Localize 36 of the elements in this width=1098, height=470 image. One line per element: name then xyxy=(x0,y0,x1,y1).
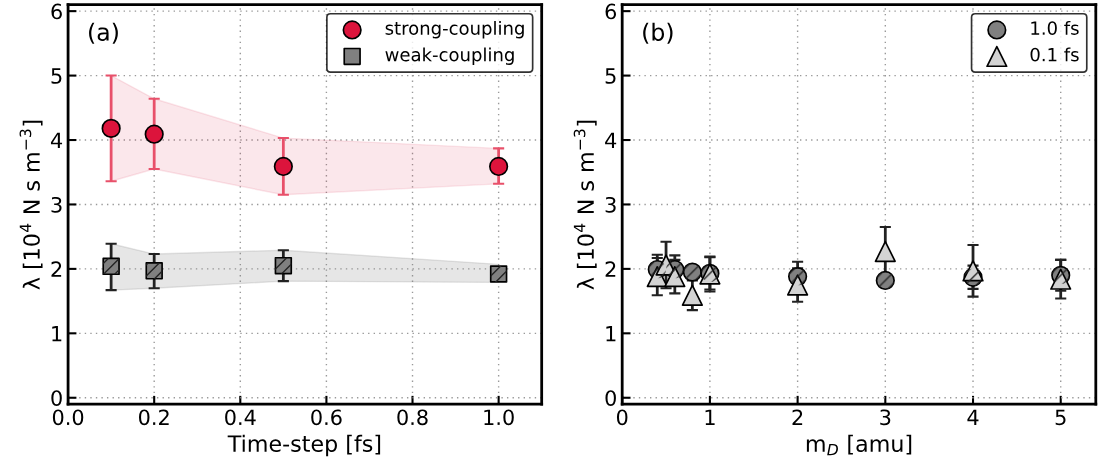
y-tick-label: 4 xyxy=(605,132,617,148)
y-tick-label: 3 xyxy=(605,196,616,213)
x-tick-label: 0.2 xyxy=(138,409,169,426)
legend-label: 0.1 fs xyxy=(1030,47,1079,62)
x-tick-label: 3 xyxy=(880,409,891,426)
x-tick-label: 0.4 xyxy=(225,409,256,426)
x-tick-label: 0.6 xyxy=(311,409,342,426)
x-tick-label: 0.8 xyxy=(397,409,428,426)
y-axis-title: λ [10$^{4}$ N s m$^{−3}$] xyxy=(573,120,597,290)
y-tick-label: 0 xyxy=(51,390,62,406)
y-axis-title: λ [10$^{4}$ N s m$^{−3}$] xyxy=(19,120,43,290)
y-tick-label: 0 xyxy=(605,390,616,406)
x-tick-label: 1.0 xyxy=(484,409,514,426)
legend-label: weak-coupling xyxy=(385,47,514,65)
x-tick-label: 0 xyxy=(616,409,628,426)
x-tick-label: 0.0 xyxy=(52,409,84,426)
y-tick-label: 5 xyxy=(51,68,62,84)
annotation: (b) xyxy=(643,22,673,44)
y-tick-label: 5 xyxy=(605,68,616,84)
x-tick-label: 4 xyxy=(967,409,979,425)
legend-label: 1.0 fs xyxy=(1031,20,1079,35)
y-tick-label: 1 xyxy=(52,326,62,342)
y-tick-label: 6 xyxy=(51,3,62,20)
x-axis-title: m$_{D}$ [amu] xyxy=(806,434,912,456)
x-axis-title: Time-step [fs] xyxy=(227,434,381,457)
annotation: (a) xyxy=(89,22,118,44)
x-tick-label: 2 xyxy=(792,409,803,425)
y-tick-label: 1 xyxy=(606,326,616,342)
y-tick-label: 2 xyxy=(605,261,616,277)
legend-label: strong-coupling xyxy=(385,20,524,39)
x-tick-label: 5 xyxy=(1055,409,1066,426)
x-tick-label: 1 xyxy=(705,409,715,425)
y-tick-label: 3 xyxy=(51,196,62,213)
y-tick-label: 4 xyxy=(50,132,63,148)
y-tick-label: 2 xyxy=(51,261,62,277)
y-tick-label: 6 xyxy=(605,3,617,20)
